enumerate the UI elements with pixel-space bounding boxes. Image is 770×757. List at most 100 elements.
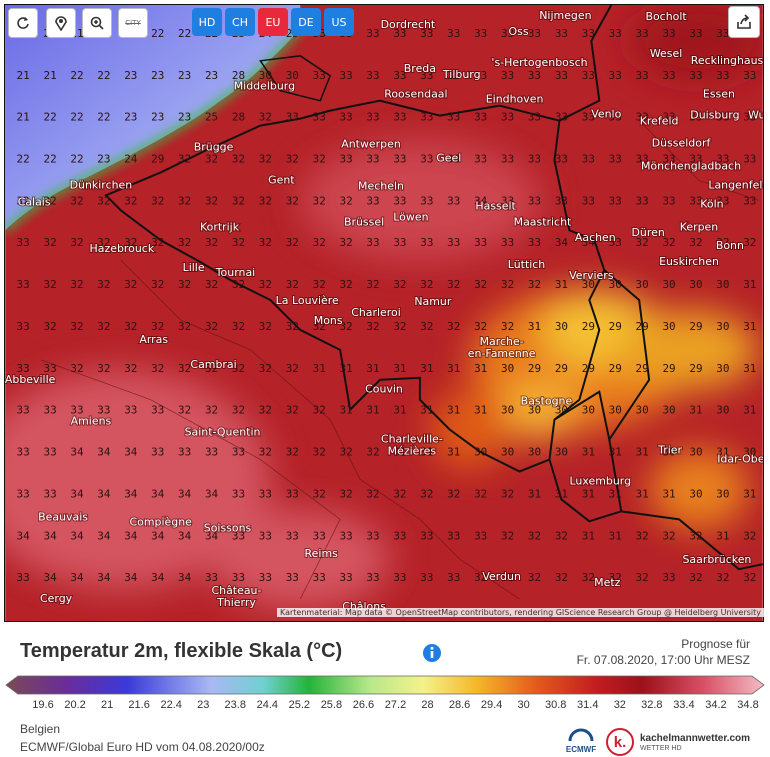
grid-value: 31 — [716, 529, 729, 542]
grid-value: 33 — [636, 27, 649, 40]
ecmwf-logo: ECMWF — [566, 728, 596, 754]
grid-value: 32 — [151, 362, 164, 375]
grid-value: 32 — [286, 320, 299, 333]
city-button[interactable]: CITY — [118, 8, 148, 38]
region-button[interactable]: HD — [192, 8, 222, 36]
grid-value: 30 — [501, 362, 514, 375]
city-label: Trier — [657, 444, 682, 457]
grid-value: 34 — [178, 571, 192, 584]
city-label: Reims — [305, 547, 339, 560]
grid-value: 32 — [555, 571, 568, 584]
grid-value: 29 — [528, 362, 541, 375]
map[interactable]: 2121212122222222232425333333333333333333… — [4, 4, 764, 622]
grid-value: 33 — [555, 111, 568, 124]
scale-label: 21.6 — [128, 699, 149, 711]
grid-value: 31 — [340, 362, 353, 375]
city-label: Recklinghausen — [691, 54, 764, 67]
scale-label: 30 — [518, 699, 530, 711]
grid-value: 32 — [313, 152, 326, 165]
grid-value: 30 — [689, 446, 702, 459]
grid-value: 32 — [474, 320, 487, 333]
scale-label: 33.4 — [673, 699, 694, 711]
grid-value: 33 — [528, 194, 541, 207]
grid-value: 33 — [555, 27, 568, 40]
region-button[interactable]: CH — [225, 8, 255, 36]
grid-value: 32 — [259, 320, 272, 333]
region-button[interactable]: US — [324, 8, 354, 36]
grid-value: 33 — [286, 111, 299, 124]
grid-value: 30 — [528, 404, 541, 417]
grid-value: 32 — [474, 278, 487, 291]
grid-value: 33 — [555, 152, 568, 165]
grid-value: 33 — [743, 152, 756, 165]
grid-value: 33 — [17, 278, 30, 291]
grid-value: 33 — [286, 571, 299, 584]
grid-value: 30 — [555, 446, 568, 459]
region-name: Belgien — [20, 722, 61, 736]
grid-value: 33 — [716, 69, 729, 82]
grid-value: 32 — [447, 278, 460, 291]
city-label: Middelburg — [234, 80, 295, 93]
city-label-line: en-Famenne — [468, 347, 536, 360]
refresh-button[interactable] — [8, 8, 38, 38]
city-label: Düren — [631, 226, 664, 239]
grid-value: 34 — [151, 487, 165, 500]
scale-label: 25.2 — [289, 699, 310, 711]
grid-value: 33 — [716, 152, 729, 165]
grid-value: 31 — [474, 362, 487, 375]
grid-value: 32 — [313, 278, 326, 291]
grid-value: 34 — [43, 529, 57, 542]
grid-value: 32 — [689, 236, 702, 249]
grid-value: 33 — [743, 111, 756, 124]
city-label: Düsseldorf — [652, 137, 712, 150]
grid-value: 22 — [43, 152, 56, 165]
locate-button[interactable] — [46, 8, 76, 38]
grid-value: 34 — [205, 529, 219, 542]
grid-value: 34 — [205, 487, 219, 500]
forecast-time: Fr. 07.08.2020, 17:00 Uhr MESZ — [576, 653, 750, 667]
grid-value: 33 — [662, 194, 675, 207]
grid-value: 31 — [393, 446, 406, 459]
city-label: Cambrai — [190, 358, 236, 371]
scale-label: 24.4 — [257, 699, 278, 711]
city-label: Nijmegen — [539, 9, 591, 22]
city-label: Compiègne — [130, 515, 193, 528]
scale-label: 32.8 — [641, 699, 662, 711]
grid-value: 33 — [17, 320, 30, 333]
grid-value: 32 — [178, 236, 191, 249]
city-label: Mönchengladbach — [641, 159, 741, 172]
grid-value: 32 — [340, 487, 353, 500]
grid-value: 34 — [70, 529, 84, 542]
grid-value: 32 — [205, 278, 218, 291]
city-label: Bastogne — [521, 395, 573, 408]
city-label: Hazebrouck — [90, 242, 155, 255]
scale-label: 19.6 — [32, 699, 53, 711]
grid-value: 29 — [636, 362, 649, 375]
grid-value: 31 — [609, 446, 622, 459]
city-label: Breda — [404, 62, 436, 75]
grid-value: 33 — [636, 194, 649, 207]
grid-value: 31 — [582, 446, 595, 459]
region-button[interactable]: EU — [258, 8, 288, 36]
city-label: Charleville-Mézières — [381, 433, 443, 458]
info-icon[interactable] — [422, 643, 442, 663]
grid-value: 29 — [582, 320, 595, 333]
grid-value: 32 — [259, 446, 272, 459]
zoom-button[interactable] — [82, 8, 112, 38]
grid-value: 31 — [447, 404, 460, 417]
region-button[interactable]: DE — [291, 8, 321, 36]
grid-value: 33 — [366, 236, 379, 249]
grid-value: 32 — [178, 152, 191, 165]
grid-value: 32 — [340, 194, 353, 207]
grid-value: 32 — [501, 571, 514, 584]
grid-value: 33 — [528, 236, 541, 249]
grid-value: 34 — [97, 446, 111, 459]
grid-value: 34 — [70, 446, 84, 459]
grid-value: 32 — [286, 194, 299, 207]
city-label: Euskirchen — [659, 255, 719, 268]
share-button[interactable] — [728, 6, 760, 38]
grid-value: 31 — [366, 404, 379, 417]
grid-value: 33 — [420, 111, 433, 124]
grid-value: 32 — [474, 571, 487, 584]
scale-label: 21 — [101, 699, 113, 711]
